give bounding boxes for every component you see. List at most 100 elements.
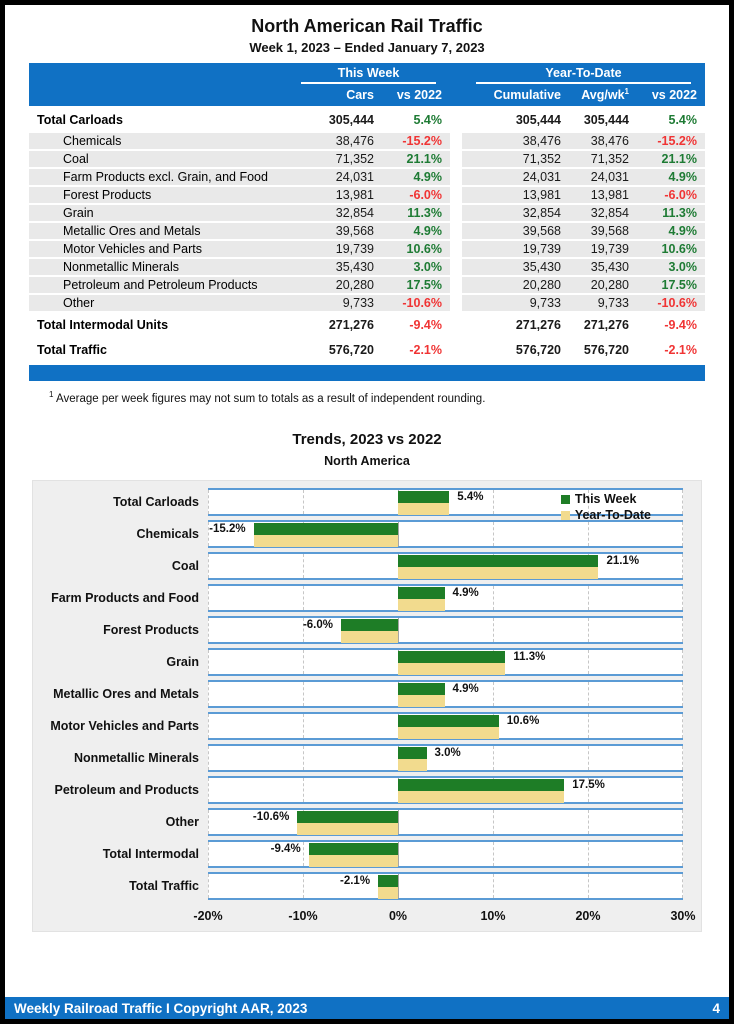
gridline bbox=[588, 713, 589, 738]
gridline bbox=[682, 841, 683, 866]
bar-value-label: -2.1% bbox=[340, 874, 371, 887]
cumulative-value: 271,276 bbox=[515, 318, 561, 332]
bar-this-week bbox=[398, 746, 427, 759]
cars-value: 9,733 bbox=[287, 295, 382, 311]
chart-category-label: Coal bbox=[171, 558, 199, 573]
this-week-pct: 17.5% bbox=[382, 277, 450, 293]
col-header-avg-wk: Avg/wk1 bbox=[581, 87, 629, 103]
ytd-pct: 5.4% bbox=[668, 113, 698, 127]
cars-value: 71,352 bbox=[287, 151, 382, 167]
chart-row: Total Intermodal -9.4% bbox=[45, 839, 689, 868]
table-row: Chemicals 38,476 -15.2% 38,476 38,476 -15.2% bbox=[29, 133, 705, 149]
gridline bbox=[208, 553, 209, 578]
table-row: Nonmetallic Minerals 35,430 3.0% 35,430 35,4… bbox=[29, 259, 705, 275]
chart-row: Farm Products and Food 4.9% bbox=[45, 583, 689, 612]
chart-row: Total Traffic -2.1% bbox=[45, 871, 689, 900]
gridline bbox=[588, 777, 589, 802]
column-gap bbox=[450, 295, 462, 311]
chart-band: -9.4% bbox=[208, 839, 683, 868]
chart-band: 3.0% bbox=[208, 743, 683, 772]
footnote-marker: 1 bbox=[624, 87, 629, 97]
gridline bbox=[303, 745, 304, 770]
gridline bbox=[682, 713, 683, 738]
ytd-pct: -10.6% bbox=[637, 295, 705, 311]
avg-per-week-value: 576,720 bbox=[583, 343, 629, 357]
cars-value: 20,280 bbox=[287, 277, 382, 293]
chart-x-axis: -20% -10% 0% 10% 20% 30% bbox=[193, 904, 695, 928]
x-axis-tick-label: 20% bbox=[575, 908, 601, 923]
cars-value: 35,430 bbox=[287, 259, 382, 275]
traffic-table: This Week Year-To-Date Cars vs 2022 Cumu… bbox=[29, 63, 705, 381]
cumulative-value: 39,568 bbox=[462, 223, 569, 239]
chart-band: 17.5% bbox=[208, 775, 683, 804]
bar-value-label: 5.4% bbox=[457, 490, 484, 503]
gridline bbox=[208, 745, 209, 770]
gridline bbox=[208, 521, 209, 546]
cars-value: 24,031 bbox=[287, 169, 382, 185]
chart-category-label: Total Carloads bbox=[113, 494, 199, 509]
gridline bbox=[588, 521, 589, 546]
gridline bbox=[303, 681, 304, 706]
gridline bbox=[208, 777, 209, 802]
this-week-pct: 11.3% bbox=[382, 205, 450, 221]
gridline bbox=[682, 809, 683, 834]
chart-band: -15.2% bbox=[208, 519, 683, 548]
cumulative-value: 19,739 bbox=[462, 241, 569, 257]
bar-this-week bbox=[398, 650, 506, 663]
chart-row: Metallic Ores and Metals 4.9% bbox=[45, 679, 689, 708]
row-label: Coal bbox=[29, 151, 287, 167]
table-header-groups: This Week Year-To-Date bbox=[29, 66, 705, 84]
chart-band: -10.6% bbox=[208, 807, 683, 836]
gridline bbox=[303, 777, 304, 802]
gridline bbox=[682, 553, 683, 578]
gridline bbox=[303, 585, 304, 610]
gridline bbox=[208, 809, 209, 834]
bar-this-week bbox=[398, 778, 565, 791]
gridline bbox=[493, 873, 494, 898]
gridline bbox=[588, 489, 589, 514]
avg-per-week-value: 9,733 bbox=[569, 295, 637, 311]
col-header-vs2022-ytd: vs 2022 bbox=[651, 88, 697, 102]
gridline bbox=[682, 745, 683, 770]
chart-category-label: Total Traffic bbox=[129, 878, 199, 893]
column-gap bbox=[450, 133, 462, 149]
this-week-pct: 21.1% bbox=[382, 151, 450, 167]
cars-value: 271,276 bbox=[328, 318, 374, 332]
cars-value: 305,444 bbox=[328, 113, 374, 127]
bar-value-label: 11.3% bbox=[513, 650, 546, 663]
cumulative-value: 9,733 bbox=[462, 295, 569, 311]
this-week-pct: 4.9% bbox=[382, 223, 450, 239]
x-axis-tick-label: 30% bbox=[670, 908, 696, 923]
chart-row: Motor Vehicles and Parts 10.6% bbox=[45, 711, 689, 740]
chart-category-label: Grain bbox=[166, 654, 199, 669]
avg-per-week-value: 19,739 bbox=[569, 241, 637, 257]
gridline bbox=[588, 745, 589, 770]
gridline bbox=[208, 873, 209, 898]
chart-category-label: Petroleum and Products bbox=[54, 782, 199, 797]
column-gap bbox=[450, 314, 462, 336]
chart-band: 21.1% bbox=[208, 551, 683, 580]
this-week-pct: -2.1% bbox=[409, 343, 442, 357]
chart-subtitle: North America bbox=[324, 453, 410, 468]
bar-year-to-date bbox=[398, 694, 445, 707]
legend-item-this-week: This Week bbox=[560, 492, 651, 506]
chart-category-label: Motor Vehicles and Parts bbox=[50, 718, 199, 733]
ytd-pct: 11.3% bbox=[637, 205, 705, 221]
gridline bbox=[682, 521, 683, 546]
bar-year-to-date bbox=[398, 502, 450, 515]
ytd-pct: -2.1% bbox=[664, 343, 697, 357]
chart-category-label: Forest Products bbox=[103, 622, 199, 637]
gridline bbox=[588, 617, 589, 642]
gridline bbox=[208, 489, 209, 514]
avg-per-week-value: 35,430 bbox=[569, 259, 637, 275]
chart-category-label: Metallic Ores and Metals bbox=[53, 686, 199, 701]
ytd-pct: 21.1% bbox=[637, 151, 705, 167]
legend-item-year-to-date: Year-To-Date bbox=[560, 508, 651, 522]
gridline bbox=[588, 841, 589, 866]
x-axis-tick-label: 10% bbox=[480, 908, 506, 923]
cumulative-value: 38,476 bbox=[462, 133, 569, 149]
avg-per-week-value: 13,981 bbox=[569, 187, 637, 203]
avg-per-week-value: 32,854 bbox=[569, 205, 637, 221]
this-week-pct: 5.4% bbox=[413, 113, 443, 127]
bar-value-label: 4.9% bbox=[452, 682, 479, 695]
